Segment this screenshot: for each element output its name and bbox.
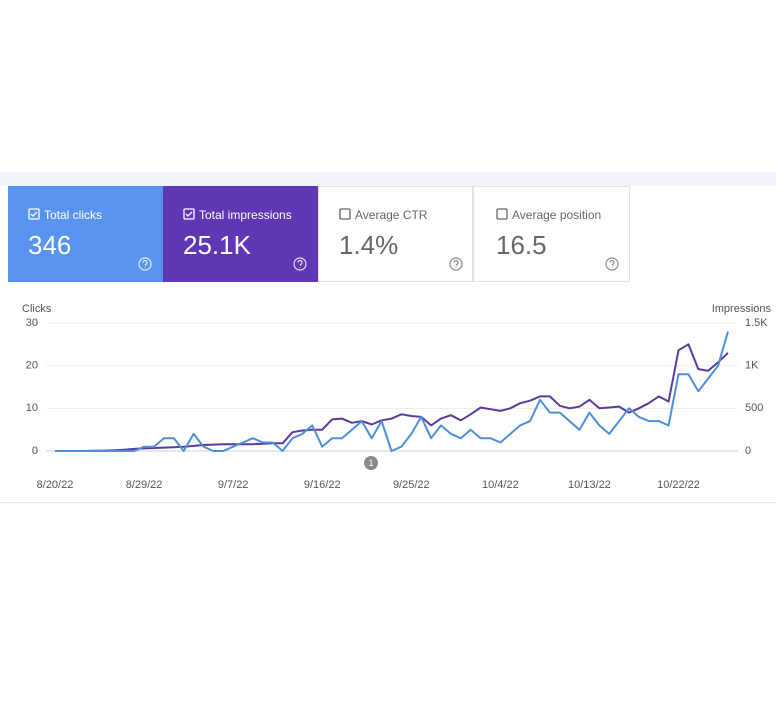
metric-value: 25.1K bbox=[183, 230, 251, 260]
y-tick-label: 0 bbox=[32, 445, 38, 457]
metric-label: Average position bbox=[512, 208, 602, 222]
x-tick-label: 9/16/22 bbox=[304, 479, 341, 491]
card-icons bbox=[28, 208, 152, 271]
card-icons bbox=[496, 208, 619, 271]
card-icons bbox=[339, 208, 463, 271]
metric-card[interactable]: Average CTR 1.4% bbox=[318, 186, 473, 282]
x-tick-label: 10/4/22 bbox=[482, 479, 519, 491]
y-tick-label: 30 bbox=[26, 317, 38, 329]
x-tick-label: 8/20/22 bbox=[37, 479, 74, 491]
y-tick-label: 20 bbox=[26, 360, 38, 372]
y2-tick-label: 1.5K bbox=[745, 317, 768, 329]
series-line bbox=[55, 343, 729, 452]
metric-value: 1.4% bbox=[339, 230, 399, 260]
metric-card[interactable]: Total impressions 25.1K bbox=[163, 186, 318, 282]
y-tick-label: 10 bbox=[26, 402, 38, 414]
metric-label: Total impressions bbox=[199, 208, 292, 222]
top-band bbox=[0, 172, 776, 186]
y2-tick-label: 500 bbox=[745, 402, 763, 414]
metric-label: Total clicks bbox=[44, 208, 103, 222]
y2-tick-label: 0 bbox=[745, 445, 751, 457]
metric-card[interactable]: Average position 16.5 bbox=[473, 186, 630, 282]
metric-value: 16.5 bbox=[496, 230, 547, 260]
metric-card[interactable]: Total clicks 346 bbox=[8, 186, 163, 282]
annotation-marker[interactable] bbox=[364, 456, 378, 470]
y2-tick-label: 1K bbox=[745, 360, 759, 372]
y-axis-label: Clicks bbox=[22, 303, 52, 315]
x-tick-label: 10/22/22 bbox=[657, 479, 700, 491]
x-tick-label: 8/29/22 bbox=[126, 479, 163, 491]
y2-axis-label: Impressions bbox=[712, 303, 772, 315]
card-icons bbox=[183, 208, 307, 271]
metric-value: 346 bbox=[28, 230, 72, 260]
x-tick-label: 9/7/22 bbox=[218, 479, 249, 491]
x-tick-label: 10/13/22 bbox=[568, 479, 611, 491]
x-tick-label: 9/25/22 bbox=[393, 479, 430, 491]
series-line bbox=[55, 331, 729, 452]
metric-label: Average CTR bbox=[355, 208, 428, 222]
annotation-label: 1 bbox=[368, 458, 373, 468]
